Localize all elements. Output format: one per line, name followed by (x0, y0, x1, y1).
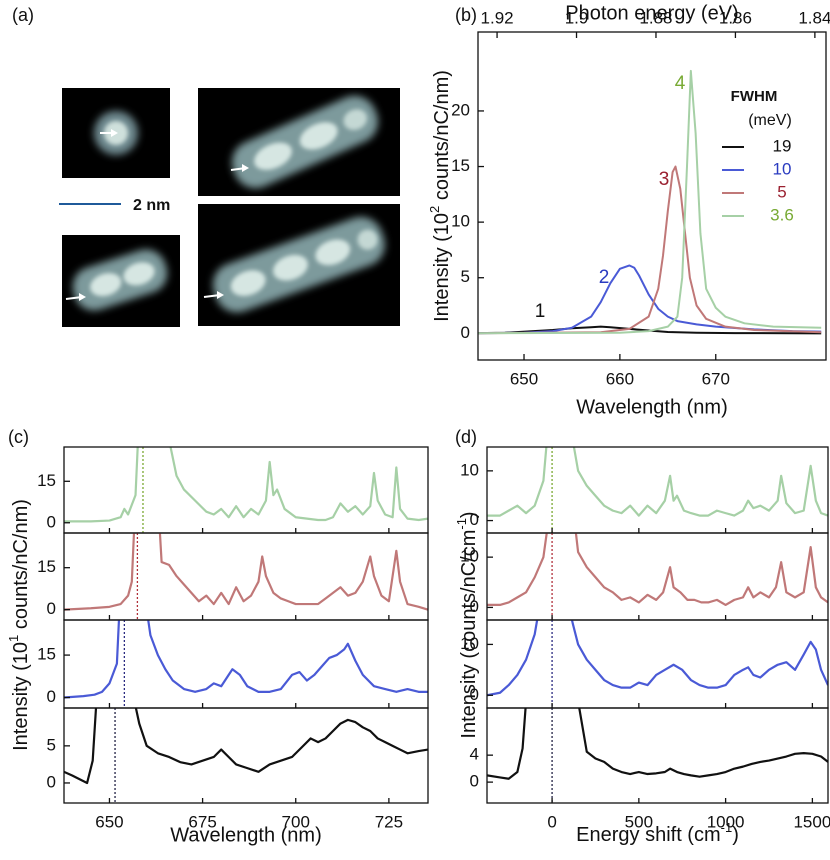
x-axis-label: Wavelength (nm) (576, 396, 728, 418)
plot-frame (63, 446, 429, 534)
spectrum-line (478, 264, 822, 335)
panel-label: (b) (455, 5, 477, 25)
y-axis-label-part: Intensity (10 (10, 642, 32, 751)
y-tick-label: 0 (47, 687, 56, 706)
y-tick-label: 15 (37, 471, 56, 490)
x-tick-label: 670 (702, 369, 730, 388)
stm-image (198, 204, 400, 326)
scale-bar: 2 nm (59, 197, 170, 214)
y-axis-label-part: counts/nC/nm) (10, 499, 32, 635)
y-tick-label: 15 (451, 156, 470, 175)
y-tick-label: 5 (461, 267, 470, 286)
x-axis-label-part: -1 (721, 820, 733, 835)
y-axis-label-part: 1 (6, 635, 21, 642)
x-tick-label: 660 (606, 369, 634, 388)
spectrum-line (64, 620, 428, 699)
y-tick-label: 0 (470, 510, 479, 529)
y-tick-label: 5 (47, 735, 56, 754)
spectrum-line (487, 447, 828, 517)
x2-tick-label: 1.84 (798, 8, 830, 27)
y-tick-label: 4 (470, 745, 479, 764)
peak-annotation: 3 (659, 169, 670, 190)
x-tick-label: 1000 (707, 812, 745, 831)
stm-image (62, 235, 180, 327)
plot-frame (486, 446, 829, 534)
legend-subtitle: (meV) (748, 112, 792, 129)
stm-image (198, 88, 400, 196)
panel-label: (d) (455, 427, 477, 447)
y-axis-label: Intensity (101 counts/nC/nm) (6, 499, 32, 751)
y-tick-label: 0 (461, 323, 470, 342)
x2-tick-label: 1.92 (481, 8, 514, 27)
spectrum-line (64, 708, 428, 785)
plot-frame (63, 707, 429, 804)
peak-annotation: 1 (535, 301, 546, 322)
y-tick-label: 15 (37, 557, 56, 576)
y-axis-label-part: Intensity (10 (431, 213, 453, 322)
y-tick-label: 10 (460, 460, 479, 479)
peak-annotation: 4 (675, 73, 686, 94)
legend-label: 3.6 (770, 205, 794, 224)
x-tick-label: 500 (625, 812, 653, 831)
y-tick-label: 20 (451, 100, 470, 119)
y-tick-label: 0 (470, 772, 479, 791)
scale-bar-label: 2 nm (133, 197, 170, 214)
y-tick-label: 15 (37, 645, 56, 664)
x-axis-label-part: Energy shift (cm (576, 824, 720, 846)
legend-label: 5 (777, 182, 786, 201)
spectrum-line (487, 620, 828, 697)
y-tick-label: 0 (47, 772, 56, 791)
x-axis-label-part: ) (732, 824, 739, 846)
plot-frame (486, 532, 829, 621)
y-tick-label: 10 (460, 547, 479, 566)
y-tick-label: 0 (47, 599, 56, 618)
panel-label: (a) (12, 5, 34, 25)
x-tick-label: 700 (282, 812, 310, 831)
y-tick-label: 0 (47, 512, 56, 531)
x-axis-label: Energy shift (cm-1) (576, 820, 739, 846)
legend-label: 19 (773, 136, 792, 155)
spectrum-line (64, 533, 428, 611)
spectrum-line (478, 325, 822, 335)
y-axis-label: Intensity (counts/nC/cm-1) (454, 511, 480, 738)
spectrum-line (487, 533, 828, 607)
y-tick-label: 10 (451, 212, 470, 231)
x-tick-label: 675 (188, 812, 216, 831)
y-axis-label: Intensity (102 counts/nC/nm) (427, 70, 453, 322)
y-axis-label-part: -1 (454, 518, 469, 530)
x-tick-label: 650 (510, 369, 538, 388)
stm-image (62, 88, 170, 178)
peak-annotation: 2 (599, 267, 610, 288)
panel-label: (c) (8, 427, 29, 447)
y-axis-label-part: Intensity (counts/nC/cm (458, 530, 480, 739)
x2-tick-label: 1.9 (565, 8, 589, 27)
x-tick-label: 650 (95, 812, 123, 831)
x-tick-label: 0 (547, 812, 556, 831)
legend-title: FWHM (731, 88, 778, 105)
x2-tick-label: 1.88 (639, 8, 672, 27)
x-tick-label: 725 (375, 812, 403, 831)
y-tick-label: 0 (470, 597, 479, 616)
spectrum-line (64, 447, 428, 523)
y-axis-label-part: counts/nC/nm) (431, 70, 453, 206)
y-tick-label: 0 (470, 685, 479, 704)
x-tick-label: 1500 (793, 812, 830, 831)
spectrum-line (478, 69, 822, 335)
plot-frame (477, 31, 827, 361)
plot-frame (486, 707, 829, 804)
x-axis-label: Wavelength (nm) (170, 824, 322, 846)
y-axis-label-part: ) (458, 511, 480, 518)
spectrum-line (487, 708, 828, 780)
spectrum-line (478, 165, 822, 335)
y-tick-label: 10 (460, 634, 479, 653)
x2-axis-label: Photon energy (eV) (565, 2, 738, 24)
y-axis-label-part: 2 (427, 206, 442, 213)
legend-label: 10 (773, 159, 792, 178)
x2-tick-label: 1.86 (719, 8, 752, 27)
